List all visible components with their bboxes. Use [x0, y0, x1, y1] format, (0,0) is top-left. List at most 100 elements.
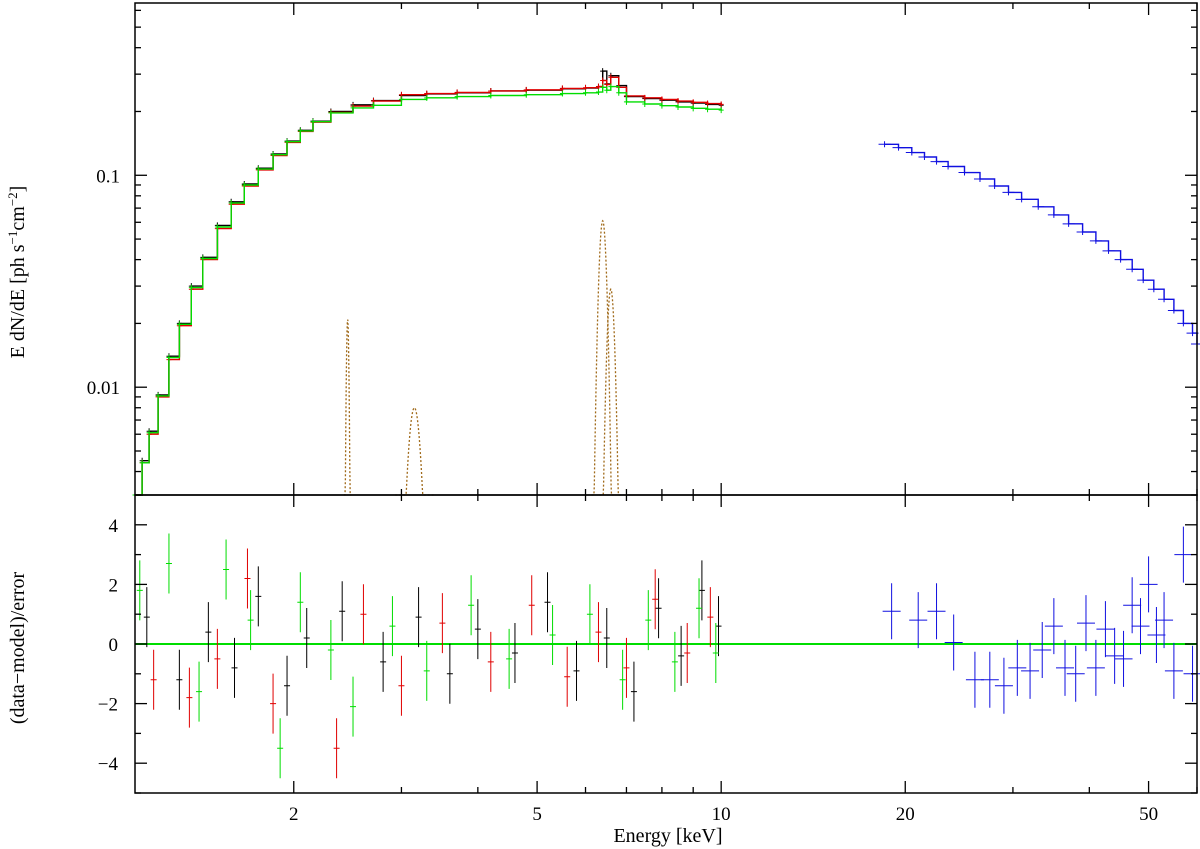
line-components	[343, 219, 622, 496]
residual-point-black	[143, 587, 150, 648]
residual-point-blue	[1139, 556, 1158, 613]
top-y-axis-label: E dN/dE [ph s−1cm−2]	[5, 186, 30, 359]
spectrum-point-green	[214, 224, 220, 231]
residual-point-blue	[909, 592, 928, 649]
residual-point-green	[619, 649, 626, 710]
residual-point-blue	[1044, 598, 1063, 655]
residual-point-black	[339, 581, 346, 642]
residual-point-blue	[1131, 598, 1150, 655]
spectrum-point-blue	[1126, 266, 1139, 273]
spectrum-line-black	[135, 70, 722, 496]
spectrum-line-green	[135, 85, 722, 496]
spectrum-point-red	[705, 100, 711, 107]
residual-point-blue	[1096, 601, 1115, 658]
residual-point-black	[573, 640, 580, 701]
spectrum-point-red	[642, 94, 648, 101]
spectrum-line-red	[135, 76, 722, 496]
residual-point-blue	[1123, 577, 1142, 634]
x-axis-label: Energy [keV]	[613, 825, 722, 847]
residual-point-black	[603, 608, 610, 669]
spectrum-point-green	[297, 127, 303, 134]
spectrum-point-red	[659, 96, 665, 103]
residual-point-green	[423, 640, 430, 701]
spectrum-point-blue	[958, 169, 971, 176]
spectrum-point-green	[690, 105, 696, 112]
residual-point-green	[277, 718, 284, 779]
residual-point-blue	[1033, 621, 1052, 678]
residual-point-green	[136, 560, 143, 621]
bottom-y-tick-label: 0	[109, 635, 119, 656]
spectrum-point-green	[241, 181, 247, 188]
top-y-label-end: ]	[7, 186, 29, 193]
residual-point-green	[549, 605, 556, 666]
spectrum-point-green	[523, 91, 529, 98]
residual-point-red	[487, 631, 494, 692]
spectrum-point-blue	[1076, 228, 1089, 235]
spectrum-point-green	[176, 321, 182, 328]
bottom-y-tick-label: 4	[109, 516, 119, 537]
residual-point-black	[630, 661, 637, 722]
top-y-ticks: 0.01 0.1	[87, 9, 1197, 473]
residual-point-blue	[1105, 627, 1124, 684]
residual-point-black	[284, 655, 291, 716]
x-tick-label: 50	[1139, 804, 1158, 825]
spectrum-point-green	[398, 96, 404, 103]
spectrum-point-green	[188, 284, 194, 291]
spectrum-line-blue	[884, 143, 1198, 344]
spectrum-point-green	[659, 102, 665, 109]
spectrum-point-black	[600, 68, 606, 75]
spectrum-point-blue	[918, 153, 931, 160]
top-y-label-mid: cm	[7, 206, 29, 231]
spectrum-point-green	[255, 166, 261, 173]
residual-point-green	[586, 584, 593, 645]
residual-point-green	[468, 575, 475, 636]
top-y-label-main: E dN/dE [ph s	[7, 244, 29, 358]
residual-point-green	[671, 631, 678, 692]
residual-point-red	[360, 584, 367, 645]
spectrum-point-red	[559, 85, 565, 92]
spectrum-point-green	[166, 354, 172, 361]
residual-point-green	[247, 590, 254, 651]
residual-point-black	[678, 625, 685, 686]
spectrum-panel: 0.01 0.1 E dN/dE [ph s−1cm−2]	[5, 2, 1200, 498]
residual-point-blue	[1164, 642, 1183, 699]
residual-series	[136, 526, 1200, 779]
residual-point-blue	[1076, 595, 1095, 652]
residual-point-red	[439, 593, 446, 654]
spectrum-point-red	[675, 98, 681, 105]
spectrum-point-green	[454, 93, 460, 100]
spectrum-point-blue	[1158, 296, 1171, 303]
residual-point-green	[223, 539, 230, 600]
residual-point-green	[297, 572, 304, 633]
spectrum-point-red	[600, 77, 606, 84]
residual-point-red	[595, 602, 602, 663]
residual-point-green	[350, 676, 357, 737]
bottom-y-tick-label: 2	[109, 575, 119, 596]
residual-point-blue	[1008, 639, 1027, 696]
spectrum-point-green	[270, 151, 276, 158]
x-tick-label: 10	[712, 804, 731, 825]
spectrum-point-red	[718, 101, 724, 108]
residual-point-green	[327, 619, 334, 680]
x-tick-label: 5	[532, 804, 542, 825]
spectrum-point-blue	[1062, 220, 1075, 227]
top-panel-frame	[134, 2, 1198, 496]
residual-point-black	[303, 608, 310, 669]
residual-point-black	[698, 560, 705, 621]
spectrum-point-blue	[1137, 277, 1150, 284]
residual-point-blue	[927, 583, 946, 640]
residual-point-red	[150, 649, 157, 710]
spectrum-point-red	[690, 99, 696, 106]
spectrum-point-green	[328, 109, 334, 116]
top-x-ticks	[293, 3, 1198, 495]
x-tick-label: 20	[896, 804, 915, 825]
spectrum-point-green	[139, 459, 145, 466]
spectrum-point-green	[616, 89, 622, 96]
spectrum-point-green	[155, 392, 161, 399]
line-component-2	[591, 219, 614, 496]
spectrum-point-blue	[973, 176, 986, 183]
residual-point-blue	[980, 651, 999, 708]
spectrum-point-red	[608, 74, 614, 81]
residual-point-red	[333, 718, 340, 779]
spectrum-point-green	[370, 102, 376, 109]
